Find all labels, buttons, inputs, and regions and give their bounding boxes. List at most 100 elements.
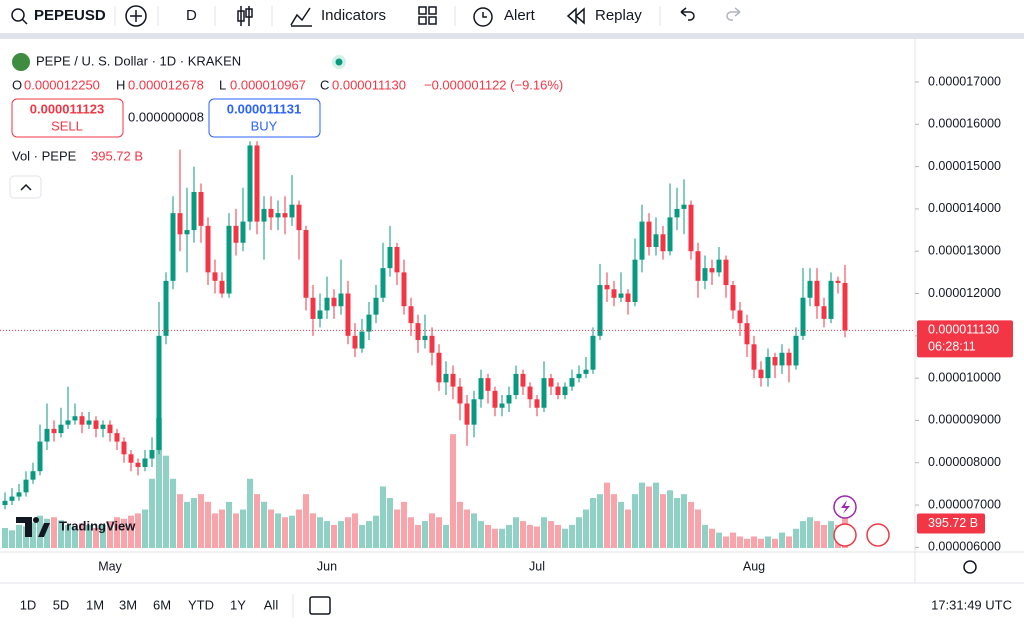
volume-bar xyxy=(779,532,785,548)
clock: 17:31:49 UTC xyxy=(931,597,1012,612)
interval[interactable]: D xyxy=(186,7,197,24)
volume-bar xyxy=(562,528,568,548)
candle-body xyxy=(170,213,176,281)
volume-bar xyxy=(296,509,302,548)
candle-body xyxy=(23,479,29,493)
volume-bar xyxy=(450,434,456,548)
layout-icon xyxy=(418,16,427,25)
volume-bar xyxy=(65,524,71,548)
candle-body xyxy=(163,280,169,336)
volume-bar xyxy=(702,524,708,548)
search-icon[interactable] xyxy=(11,8,25,22)
replay-button[interactable]: Replay xyxy=(595,7,642,24)
candle-body xyxy=(751,344,757,370)
volume-bar xyxy=(324,521,330,548)
volume-bar xyxy=(303,494,309,548)
volume-bar xyxy=(100,524,106,548)
volume-label: 395.72 B xyxy=(928,516,978,530)
candle-body xyxy=(667,217,673,252)
candle-body xyxy=(597,285,603,336)
volume-bar xyxy=(653,482,659,548)
range-button[interactable]: All xyxy=(264,597,279,612)
range-button[interactable]: 1M xyxy=(86,597,104,612)
candle-body xyxy=(177,213,183,235)
volume-bar xyxy=(37,515,43,548)
volume-bar xyxy=(611,494,617,548)
volume-bar xyxy=(639,482,645,548)
volume-bar xyxy=(569,524,575,548)
volume-bar xyxy=(464,509,470,548)
volume-bar xyxy=(429,513,435,548)
candle-body xyxy=(387,246,393,269)
indicators-button[interactable]: Indicators xyxy=(321,7,386,24)
toolbar: PEPEUSD D Indicators Alert Replay xyxy=(11,5,741,27)
candle-body xyxy=(254,145,260,222)
volume-bar xyxy=(716,532,722,548)
layout-icon xyxy=(428,6,437,15)
volume-bar xyxy=(548,521,554,548)
volume-bar xyxy=(184,501,190,548)
layout-icon[interactable] xyxy=(418,6,427,15)
y-tick-label: 0.000010000 xyxy=(928,370,1001,384)
y-tick-label: 0.000014000 xyxy=(928,201,1001,215)
collapse-button[interactable] xyxy=(9,175,42,199)
candle-body xyxy=(359,331,365,349)
date-range-button[interactable] xyxy=(309,596,331,615)
ohlc-value: 0.000012678 xyxy=(128,77,204,92)
volume-bar xyxy=(478,521,484,548)
logo: TradingView xyxy=(16,517,136,537)
sell-label: SELL xyxy=(51,118,83,133)
volume-bar xyxy=(618,501,624,548)
candle-body xyxy=(674,208,680,218)
candle-body xyxy=(415,323,421,341)
spread: 0.000000008 xyxy=(128,109,204,124)
economic-event[interactable] xyxy=(866,523,890,547)
undo-button[interactable] xyxy=(680,7,695,21)
compare-button[interactable] xyxy=(125,5,147,27)
range-button[interactable]: 1D xyxy=(20,597,37,612)
candle-body xyxy=(485,378,491,391)
volume-bar xyxy=(485,524,491,548)
range-button[interactable]: 3M xyxy=(119,597,137,612)
volume-bar xyxy=(289,515,295,548)
range-button[interactable]: 5D xyxy=(53,597,70,612)
volume-bar xyxy=(163,455,169,548)
last-price-box xyxy=(917,320,1013,358)
candle-body xyxy=(758,369,764,379)
candle-body xyxy=(611,289,617,298)
volume-bar xyxy=(604,482,610,548)
candle-body xyxy=(282,213,288,218)
candle-body xyxy=(471,399,477,425)
search-icon-handle xyxy=(21,18,28,25)
economic-event[interactable] xyxy=(833,523,857,547)
range-button[interactable]: YTD xyxy=(188,597,214,612)
symbol[interactable]: PEPEUSD xyxy=(34,7,106,24)
sell-button[interactable] xyxy=(11,98,124,138)
candle-body xyxy=(807,280,813,298)
volume-bar xyxy=(121,518,127,548)
candle-body xyxy=(247,145,253,222)
volume-bar xyxy=(9,530,15,548)
volume-bar xyxy=(240,509,246,548)
alert-button[interactable]: Alert xyxy=(504,7,536,24)
volume-bar xyxy=(142,509,148,548)
logo-mark xyxy=(16,517,50,537)
buy-button[interactable] xyxy=(208,98,321,138)
volume-bar xyxy=(380,486,386,548)
redo-button[interactable] xyxy=(726,7,741,21)
range-button[interactable]: 6M xyxy=(153,597,171,612)
volume-legend-name: Vol · PEPE xyxy=(12,148,77,163)
range-button[interactable]: 1Y xyxy=(230,597,246,612)
candle-body xyxy=(478,378,484,400)
legend: PEPE / U. S. Dollar · 1D · KRAKEN O 0.00… xyxy=(9,53,563,199)
volume-bar xyxy=(681,494,687,548)
chart-type-button[interactable] xyxy=(237,6,253,26)
volume-bar xyxy=(632,494,638,548)
volume-bar xyxy=(86,524,92,548)
ohlc-label: L xyxy=(219,77,226,92)
settings-button[interactable] xyxy=(963,560,977,574)
volume-bar xyxy=(765,536,771,548)
candle-body xyxy=(520,373,526,387)
candle-body xyxy=(380,268,386,298)
candle-body xyxy=(219,280,225,294)
